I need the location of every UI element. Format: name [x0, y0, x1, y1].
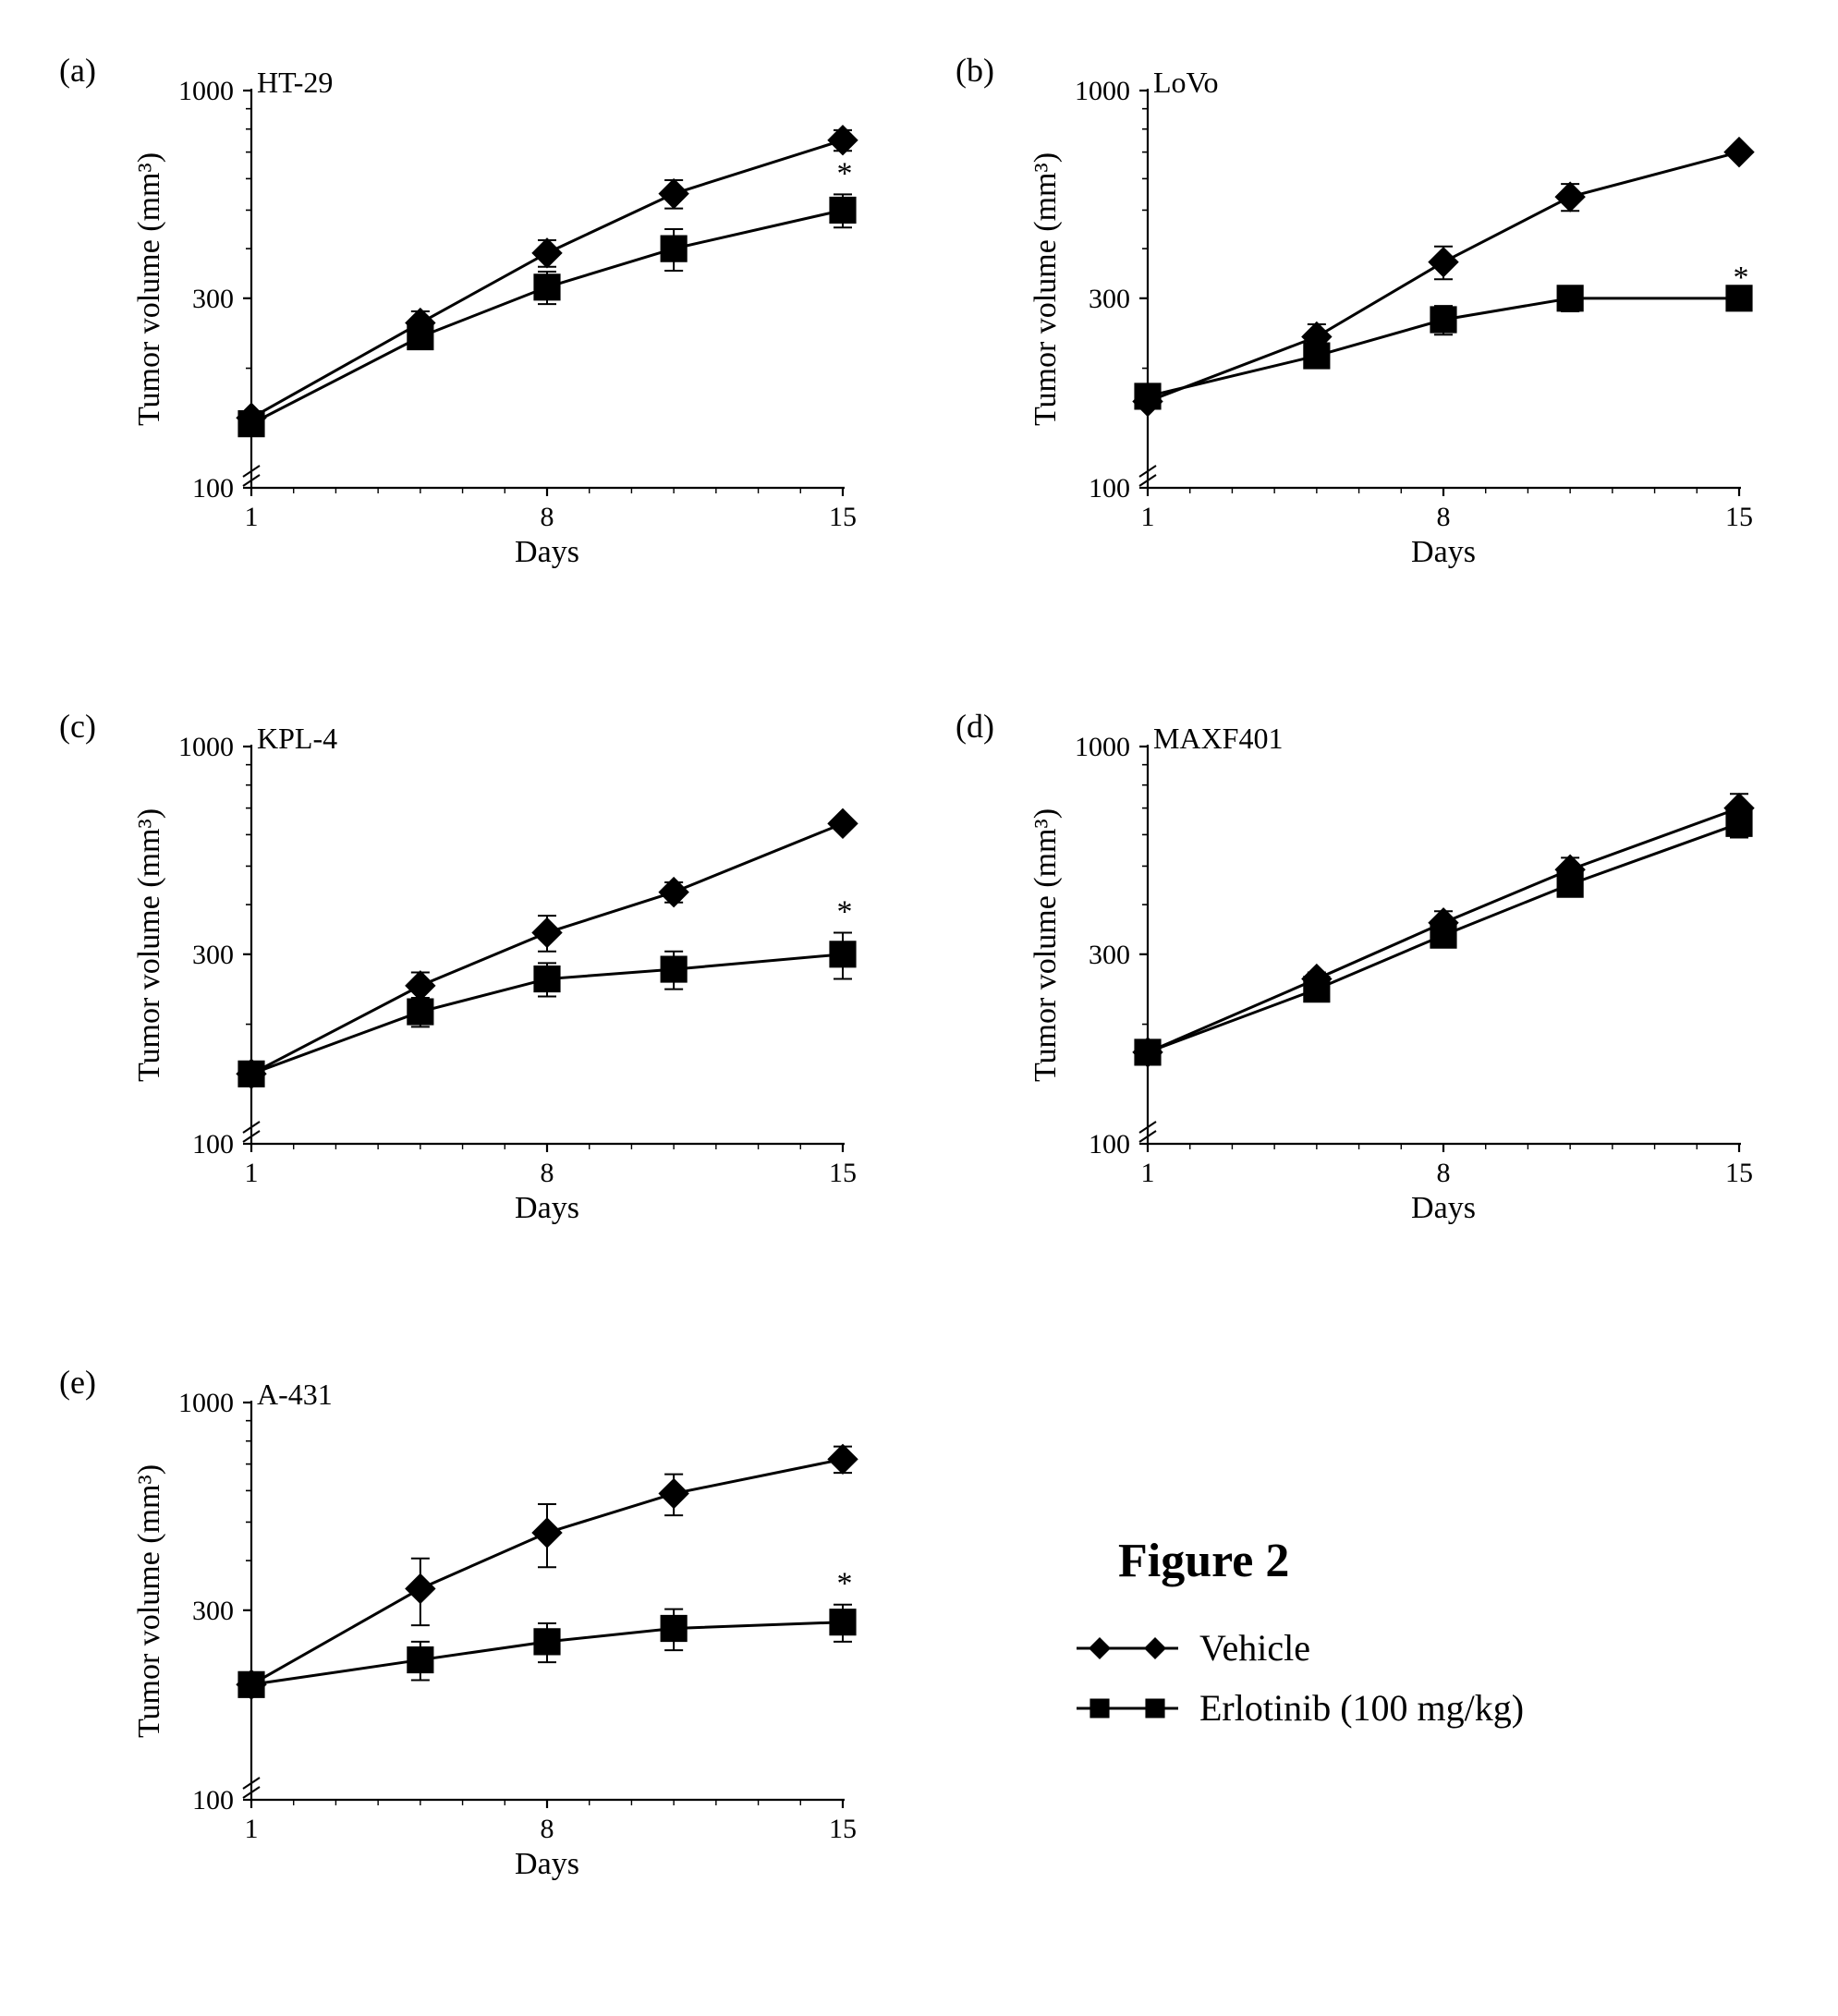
ytick-label: 1000: [178, 1388, 234, 1418]
xtick-label: 15: [1725, 502, 1753, 532]
xtick-label: 8: [541, 1158, 554, 1188]
x-axis-label: Days: [1411, 535, 1476, 569]
panel-e: 100 300 1000 1 8 15 Days Tumor volume (mm³) A-43…: [113, 1367, 880, 1931]
ytick-label: 100: [1089, 1129, 1130, 1160]
ytick-label: 300: [1089, 940, 1130, 970]
legend-label: Erlotinib (100 mg/kg): [1199, 1686, 1524, 1730]
panel-tag-c: (c): [59, 707, 96, 746]
ytick-label: 100: [192, 1785, 234, 1816]
significance-star: *: [837, 894, 853, 929]
ytick-label: 1000: [178, 732, 234, 762]
y-axis-label: Tumor volume (mm³): [132, 808, 166, 1082]
figure-label: Figure 2: [1118, 1534, 1289, 1588]
xtick-label: 15: [1725, 1158, 1753, 1188]
x-axis-label: Days: [1411, 1191, 1476, 1225]
ytick-label: 1000: [1075, 732, 1130, 762]
panel-tag-e: (e): [59, 1363, 96, 1402]
legend-swatch-icon: [1072, 1690, 1183, 1727]
panel-a: 100 300 1000 1 8 15 Days Tumor volume (mm³) HT-2…: [113, 55, 880, 619]
panel-tag-d: (d): [956, 707, 994, 746]
significance-star: *: [837, 156, 853, 190]
ytick-label: 1000: [178, 76, 234, 106]
xtick-label: 8: [541, 502, 554, 532]
panel-tag-a: (a): [59, 51, 96, 90]
panel-d: 100 300 1000 1 8 15 Days Tumor volume (mm³) MAXF…: [1009, 711, 1776, 1275]
xtick-label: 8: [1437, 1158, 1451, 1188]
y-axis-label: Tumor volume (mm³): [1029, 152, 1063, 426]
xtick-label: 15: [829, 1814, 857, 1844]
ytick-label: 300: [192, 284, 234, 314]
xtick-label: 8: [541, 1814, 554, 1844]
xtick-label: 1: [1141, 1158, 1155, 1188]
ytick-label: 100: [192, 473, 234, 504]
cell-line-label: A-431: [257, 1378, 333, 1411]
xtick-label: 1: [245, 502, 259, 532]
cell-line-label: HT-29: [257, 66, 333, 99]
panel-c: 100 300 1000 1 8 15 Days Tumor volume (mm³) KPL-…: [113, 711, 880, 1275]
cell-line-label: MAXF401: [1153, 722, 1283, 755]
figure-legend: Vehicle Erlotinib (100 mg/kg): [1072, 1626, 1524, 1746]
legend-row: Vehicle: [1072, 1626, 1524, 1670]
figure-root: 100 300 1000 1 8 15 Days Tumor volume (mm³) HT-2…: [0, 0, 1838, 2016]
cell-line-label: KPL-4: [257, 722, 337, 755]
ytick-label: 100: [192, 1129, 234, 1160]
x-axis-label: Days: [515, 535, 579, 569]
significance-star: *: [1734, 261, 1749, 295]
significance-star: *: [837, 1567, 853, 1601]
panel-b: 100 300 1000 1 8 15 Days Tumor volume (mm³) LoVo…: [1009, 55, 1776, 619]
legend-label: Vehicle: [1199, 1626, 1310, 1670]
legend-row: Erlotinib (100 mg/kg): [1072, 1686, 1524, 1730]
cell-line-label: LoVo: [1153, 66, 1219, 99]
y-axis-label: Tumor volume (mm³): [132, 1464, 166, 1738]
ytick-label: 300: [192, 940, 234, 970]
y-axis-label: Tumor volume (mm³): [1029, 808, 1063, 1082]
ytick-label: 1000: [1075, 76, 1130, 106]
xtick-label: 8: [1437, 502, 1451, 532]
ytick-label: 300: [1089, 284, 1130, 314]
xtick-label: 1: [245, 1158, 259, 1188]
x-axis-label: Days: [515, 1847, 579, 1881]
xtick-label: 1: [1141, 502, 1155, 532]
x-axis-label: Days: [515, 1191, 579, 1225]
xtick-label: 15: [829, 502, 857, 532]
xtick-label: 1: [245, 1814, 259, 1844]
ytick-label: 300: [192, 1596, 234, 1626]
ytick-label: 100: [1089, 473, 1130, 504]
xtick-label: 15: [829, 1158, 857, 1188]
legend-swatch-icon: [1072, 1630, 1183, 1667]
panel-tag-b: (b): [956, 51, 994, 90]
y-axis-label: Tumor volume (mm³): [132, 152, 166, 426]
